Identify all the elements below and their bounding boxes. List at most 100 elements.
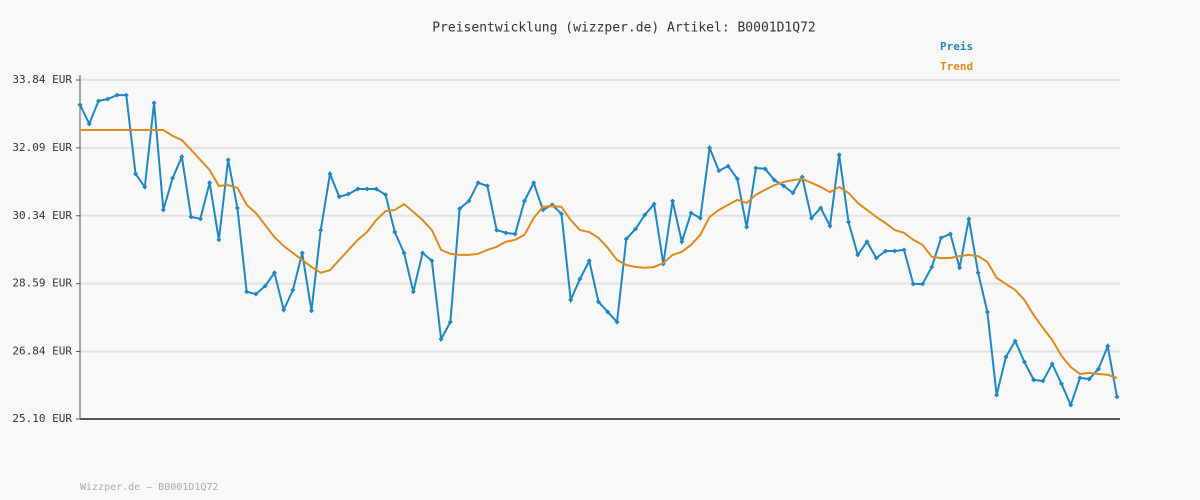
point xyxy=(558,211,564,217)
point xyxy=(216,237,222,243)
point xyxy=(864,239,870,245)
point xyxy=(327,171,333,177)
point xyxy=(1012,338,1018,344)
point xyxy=(688,210,694,216)
point xyxy=(262,283,268,289)
point xyxy=(679,239,685,245)
y-tick-label: 33.84 EUR xyxy=(12,73,72,86)
point xyxy=(197,216,203,222)
point xyxy=(401,250,407,256)
point xyxy=(1031,377,1037,383)
point xyxy=(420,250,426,256)
point xyxy=(734,176,740,182)
point xyxy=(845,219,851,225)
point xyxy=(568,297,574,303)
point xyxy=(855,252,861,258)
point xyxy=(818,205,824,211)
point xyxy=(808,215,814,221)
footer: Wizzper.de – B0001D1Q72 xyxy=(80,482,218,493)
point xyxy=(1086,376,1092,382)
point xyxy=(1095,366,1101,372)
point xyxy=(586,258,592,264)
point xyxy=(957,265,963,271)
chart-title: Preisentwicklung (wizzper.de) Artikel: B… xyxy=(432,21,816,36)
series-line xyxy=(80,129,1118,379)
point xyxy=(207,180,213,186)
point xyxy=(614,319,620,325)
point xyxy=(873,255,879,261)
point xyxy=(744,224,750,230)
point xyxy=(716,168,722,174)
point xyxy=(410,289,416,295)
point xyxy=(355,186,361,192)
point xyxy=(920,281,926,287)
point xyxy=(96,98,102,104)
point xyxy=(77,102,83,108)
point xyxy=(86,121,92,127)
point xyxy=(827,223,833,229)
point xyxy=(105,96,111,102)
point xyxy=(438,336,444,342)
point xyxy=(494,227,500,233)
point xyxy=(697,215,703,221)
point xyxy=(762,166,768,172)
point xyxy=(910,281,916,287)
point xyxy=(642,212,648,218)
point xyxy=(429,258,435,264)
point xyxy=(503,230,509,236)
point xyxy=(151,100,157,106)
point xyxy=(484,183,490,189)
point xyxy=(781,183,787,189)
point xyxy=(725,163,731,169)
y-tick-label: 26.84 EUR xyxy=(12,345,72,358)
point xyxy=(225,157,231,163)
legend-label: Preis xyxy=(940,40,973,53)
point xyxy=(281,307,287,313)
series-line xyxy=(79,94,1118,408)
point xyxy=(179,154,185,160)
point xyxy=(1003,354,1009,360)
point xyxy=(1021,359,1027,365)
point xyxy=(318,227,324,233)
point xyxy=(836,152,842,158)
point xyxy=(947,231,953,237)
point xyxy=(244,289,250,295)
point xyxy=(392,229,398,235)
point xyxy=(475,180,481,186)
point xyxy=(308,308,314,314)
point xyxy=(253,291,259,297)
point xyxy=(707,145,713,151)
point xyxy=(1105,343,1111,349)
point xyxy=(623,236,629,242)
point xyxy=(1049,361,1055,367)
point xyxy=(383,192,389,198)
point xyxy=(670,198,676,204)
point xyxy=(975,270,981,276)
point xyxy=(531,180,537,186)
point xyxy=(901,247,907,253)
point xyxy=(966,216,972,222)
point xyxy=(1040,378,1046,384)
point xyxy=(290,287,296,293)
point xyxy=(633,226,639,232)
point xyxy=(596,299,601,305)
y-tick-label: 28.59 EUR xyxy=(12,277,72,290)
point xyxy=(883,248,889,254)
point xyxy=(577,276,583,282)
point xyxy=(1058,381,1064,387)
point xyxy=(170,175,176,181)
point xyxy=(790,190,796,196)
point xyxy=(299,250,305,256)
point xyxy=(521,198,527,204)
point xyxy=(771,177,777,183)
point xyxy=(336,194,342,200)
point xyxy=(605,309,611,315)
point xyxy=(188,214,194,220)
point xyxy=(133,171,139,177)
point xyxy=(938,235,944,241)
y-tick-label: 25.10 EUR xyxy=(12,412,72,425)
point xyxy=(994,392,1000,398)
point xyxy=(1068,402,1074,408)
point xyxy=(1077,375,1083,381)
